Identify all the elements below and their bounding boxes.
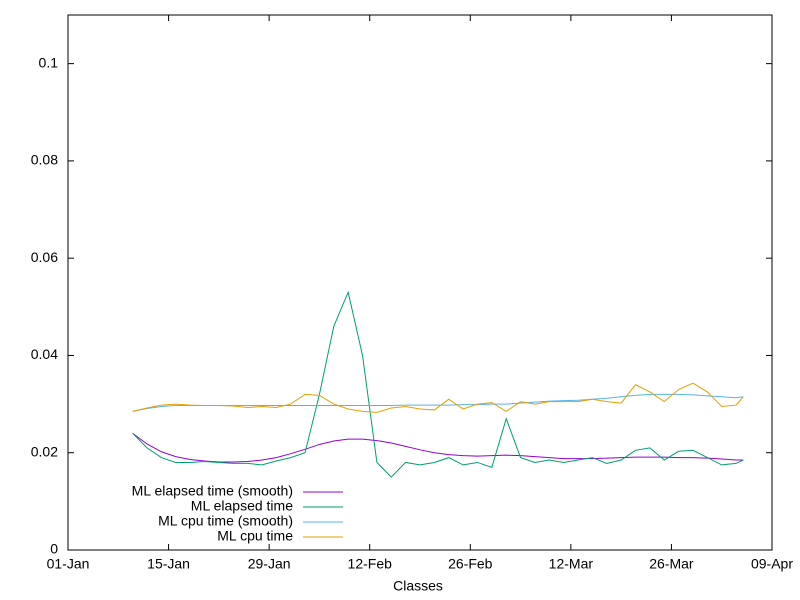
x-tick-label: 15-Jan (147, 556, 190, 572)
y-tick-label: 0.04 (31, 346, 58, 362)
series-line (132, 393, 744, 412)
legend-label: ML cpu time (smooth) (158, 513, 293, 529)
x-tick-label: 26-Mar (649, 556, 694, 572)
y-tick-label: 0.1 (39, 54, 59, 70)
series-line (132, 290, 744, 478)
x-tick-label: 09-Apr (751, 556, 793, 572)
plot-frame (67, 14, 773, 551)
y-tick-label: 0.02 (31, 443, 58, 459)
x-tick-label: 01-Jan (47, 556, 90, 572)
series-line (132, 432, 744, 463)
legend-label: ML elapsed time (smooth) (132, 483, 293, 499)
y-tick-label: 0.08 (31, 152, 58, 168)
legend-label: ML elapsed time (191, 498, 293, 514)
x-tick-label: 12-Feb (348, 556, 393, 572)
series-line (132, 382, 744, 413)
x-tick-label: 12-Mar (549, 556, 594, 572)
x-tick-label: 26-Feb (448, 556, 493, 572)
legend-label: ML cpu time (217, 528, 293, 544)
y-tick-label: 0.06 (31, 249, 58, 265)
x-tick-label: 29-Jan (248, 556, 291, 572)
y-tick-label: 0 (50, 541, 58, 557)
x-axis-label: Classes (393, 578, 443, 594)
